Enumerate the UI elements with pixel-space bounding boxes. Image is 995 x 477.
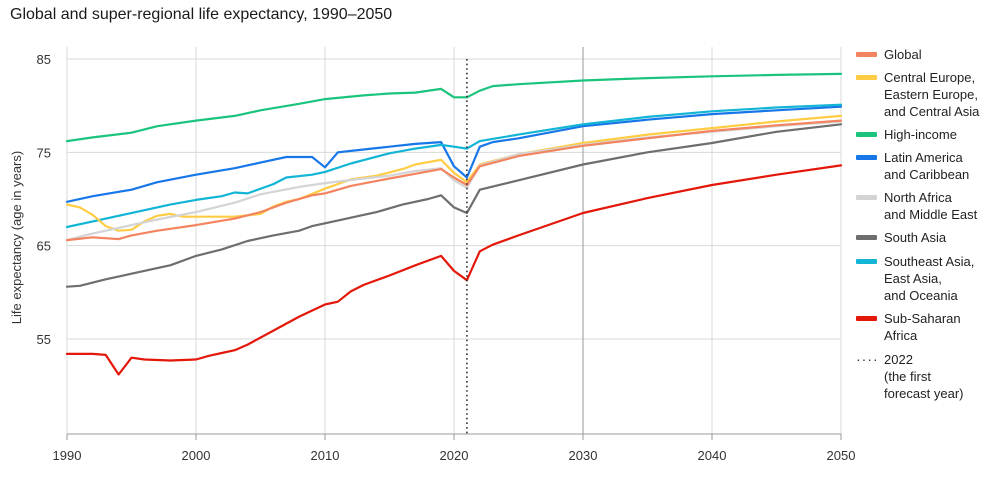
chart-title: Global and super-regional life expectanc… [10, 6, 393, 23]
legend-item-ssa: Sub-Saharan Africa [856, 310, 994, 344]
y-tick-label: 75 [37, 145, 51, 160]
legend-label: Global [884, 47, 922, 62]
legend-swatch [856, 316, 877, 321]
legend-item-high: High-income [856, 126, 994, 143]
legend-swatch [856, 52, 877, 57]
series-line-global [65, 119, 843, 242]
legend-swatch [856, 132, 877, 137]
series-line-ssa [65, 164, 843, 376]
legend-dotted-swatch: ···· [856, 351, 879, 367]
legend-label: High-income [884, 127, 957, 142]
legend-swatch [856, 195, 877, 200]
x-tick-label: 2010 [311, 448, 340, 463]
legend-item-lac: Latin America and Caribbean [856, 149, 994, 183]
y-axis-label: Life expectancy (age in years) [9, 151, 24, 324]
legend-label: Sub-Saharan Africa [884, 311, 961, 343]
legend-item-nme: North Africa and Middle East [856, 189, 994, 223]
series-line-sa [65, 123, 843, 288]
legend-swatch [856, 259, 877, 264]
y-tick-label: 85 [37, 52, 51, 67]
series-line-lac [65, 105, 843, 203]
legend-swatch [856, 155, 877, 160]
legend-label: Southeast Asia, East Asia, and Oceania [884, 254, 975, 303]
legend-item-global: Global [856, 46, 994, 63]
x-tick-label: 2030 [569, 448, 598, 463]
grid [66, 47, 842, 434]
x-tick-label: 2040 [698, 448, 727, 463]
legend-label: South Asia [884, 230, 947, 245]
y-tick-label: 55 [37, 332, 51, 347]
series-layer [65, 72, 843, 376]
legend-label: Central Europe, Eastern Europe, and Cent… [884, 70, 980, 119]
legend-swatch [856, 75, 877, 80]
x-tick-label: 2000 [182, 448, 211, 463]
series-line-high [65, 72, 843, 143]
axes: 55 65 75 85 1990 2000 2010 2020 2030 2040 2050 Life… [9, 52, 855, 463]
x-tick-label: 1990 [53, 448, 82, 463]
legend: Global Central Europe, Eastern Europe, an… [856, 46, 994, 402]
series-line-sea [65, 103, 843, 229]
legend-swatch [856, 235, 877, 240]
legend-item-sea: Southeast Asia, East Asia, and Oceania [856, 253, 994, 304]
legend-label: 2022 (the first forecast year) [884, 352, 964, 401]
x-tick-label: 2020 [440, 448, 469, 463]
legend-label: Latin America and Caribbean [884, 150, 970, 182]
legend-item-forecast: ···· 2022 (the first forecast year) [856, 351, 994, 402]
x-tick-label: 2050 [827, 448, 856, 463]
y-tick-label: 65 [37, 239, 51, 254]
legend-label: North Africa and Middle East [884, 190, 978, 222]
legend-item-ceeca: Central Europe, Eastern Europe, and Cent… [856, 69, 994, 120]
legend-item-sa: South Asia [856, 229, 994, 246]
